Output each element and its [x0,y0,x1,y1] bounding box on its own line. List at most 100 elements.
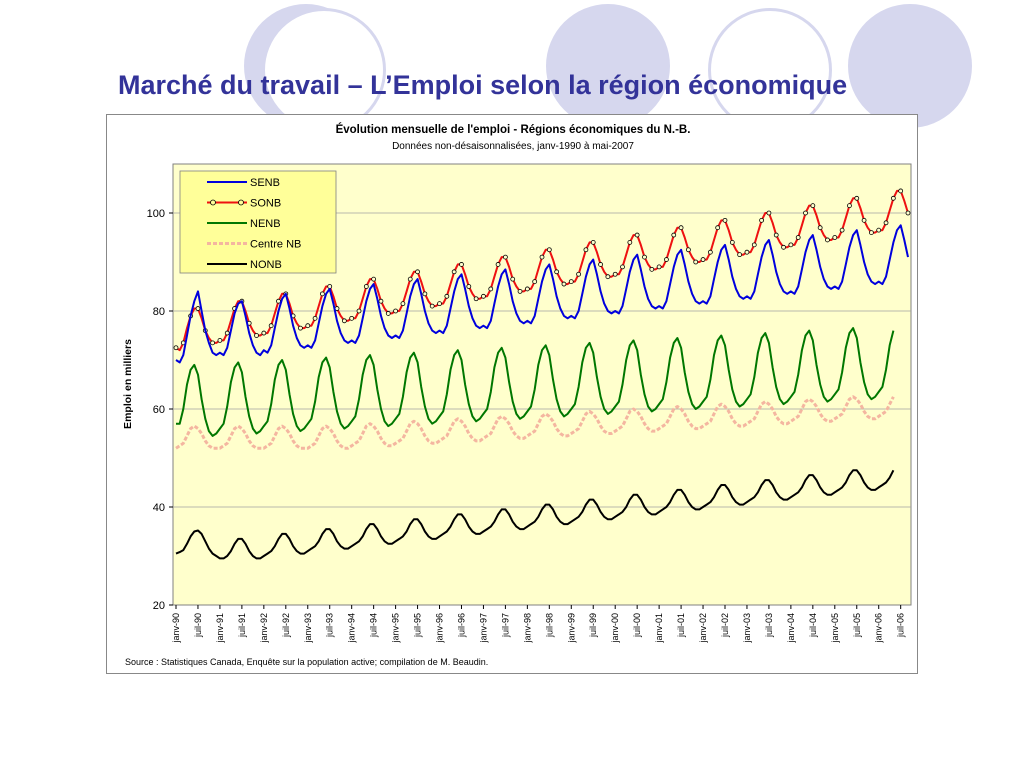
legend-label: Centre NB [250,239,301,251]
series-point-sonb [883,220,889,226]
series-point-sonb [400,301,406,307]
legend-marker [238,199,244,206]
x-tick-label: juil-98 [544,613,554,638]
series-point-sonb [341,318,347,324]
x-tick-label: janv-05 [830,613,840,644]
series-point-sonb [312,315,318,321]
x-tick-label: janv-04 [786,613,796,644]
chart-subtitle: Données non-désaisonnalisées, janv-1990 … [392,141,634,152]
series-point-sonb [524,286,530,292]
series-point-sonb [803,210,808,216]
series-point-sonb [298,325,303,331]
legend-box [179,170,337,274]
series-point-sonb [678,225,684,231]
series-point-sonb [466,284,472,289]
series-line-nonb [175,469,895,560]
x-tick-label: juil-03 [764,613,774,638]
series-point-sonb [510,276,516,282]
x-tick-label: juil-02 [720,613,730,638]
x-tick-label: janv-91 [215,613,225,644]
x-tick-label: janv-02 [698,613,708,644]
series-point-sonb [495,262,501,267]
series-point-sonb [393,308,399,314]
x-tick-label: janv-90 [171,613,181,644]
series-point-sonb [598,262,603,267]
y-axis-label: Emploi en milliers [122,339,134,429]
series-point-sonb [195,306,201,311]
x-tick-label: juil-97 [500,613,510,638]
legend: SENB SONB NENB Centre NB NONB [179,170,337,274]
x-tick-label: juil-01 [676,613,686,638]
y-tick-label: 100 [147,208,165,220]
series-point-sonb [173,345,179,351]
series-point-sonb [583,247,589,253]
x-tick-label: juil-99 [588,613,598,638]
series-point-sonb [561,281,567,287]
series-point-sonb [847,203,852,209]
series-line-nenb [176,327,895,437]
series-point-sonb [605,274,611,280]
series-point-sonb [832,235,838,240]
series-point-sonb [620,264,625,270]
series-point-sonb [759,217,764,223]
series-point-sonb [751,242,757,248]
series-point-sonb [707,249,713,255]
series-point-sonb [700,257,706,262]
series-point-sonb [729,240,735,245]
slide-title: Marché du travail – L’Emploi selon la ré… [118,70,848,100]
x-tick-label: juil-91 [237,613,247,638]
series-point-sonb [407,276,413,282]
chart-frame: Évolution mensuelle de l'emploi - Région… [106,114,919,674]
series-point-sonb [861,217,867,223]
decorative-circle [848,4,972,128]
series-point-sonb [319,291,325,297]
x-tick-label: juil-04 [808,613,818,638]
series-point-sonb [766,210,772,216]
series-point-sonb [627,240,633,245]
series-point-sonb [810,203,816,209]
series-point-sonb [546,247,552,253]
x-tick-label: janv-07 [918,613,919,644]
series-point-sonb [715,225,721,231]
series-point-sonb [722,217,728,223]
series-point-sonb [773,232,779,238]
x-tick-label: janv-01 [654,613,664,644]
series-point-sonb [781,244,786,250]
x-tick-label: juil-05 [852,613,862,638]
series-point-sonb [788,242,794,248]
series-point-sonb [451,269,457,275]
series-point-sonb [422,291,428,297]
x-tick-label: janv-97 [478,613,488,644]
series-point-sonb [817,225,823,231]
chart: Évolution mensuelle de l'emploi - Région… [122,123,919,667]
x-tick-label: juil-94 [369,613,379,638]
series-point-sonb [488,286,494,292]
series-point-sonb [224,330,230,336]
series-point-sonb [890,195,896,201]
series-point-sonb [261,330,267,336]
series-point-sonb [825,237,830,243]
y-tick-label: 80 [153,306,165,318]
series-point-sonb [327,284,333,289]
x-tick-label: juil-92 [281,613,291,638]
x-tick-label: janv-94 [347,613,357,644]
x-tick-label: janv-93 [303,613,313,644]
x-tick-label: janv-96 [435,613,445,644]
series-point-sonb [437,301,442,307]
series-point-sonb [898,188,904,194]
series-point-sonb [254,333,259,338]
series-point-sonb [869,230,874,235]
series-point-sonb [693,259,699,265]
series-point-sonb [568,279,574,285]
x-tick-label: janv-95 [391,613,401,644]
x-tick-label: janv-00 [610,613,620,644]
series-point-sonb [744,249,750,255]
y-axis-ticks: 20 40 60 80 100 [147,208,173,612]
series-line-centre-nb [175,395,895,450]
series-point-sonb [268,323,274,329]
x-tick-label: janv-03 [742,613,752,644]
series-point-sonb [363,284,369,289]
x-tick-label: juil-00 [632,613,642,638]
legend-label: NENB [250,218,281,230]
series-point-sonb [634,232,640,238]
